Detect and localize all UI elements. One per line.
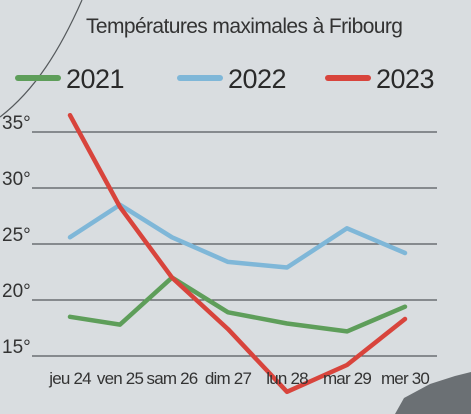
legend-label-2023: 2023 (376, 64, 434, 94)
y-tick-15: 15° (2, 337, 31, 358)
x-tick-sam-26: sam 26 (147, 369, 198, 388)
x-tick-dim-27: dim 27 (205, 369, 252, 388)
x-tick-lun-28: lun 28 (266, 369, 308, 388)
chart-title: Températures maximales à Fribourg (86, 15, 402, 38)
series-line-2022 (67, 202, 408, 270)
series-lines (67, 112, 408, 395)
legend: 2021 2022 2023 (15, 64, 435, 94)
x-tick-ven-25: ven 25 (97, 369, 144, 388)
y-tick-35: 35° (2, 113, 31, 134)
grid-lines (32, 131, 437, 357)
legend-label-2022: 2022 (228, 64, 286, 94)
x-tick-mer-30: mer 30 (381, 369, 429, 388)
y-tick-25: 25° (2, 225, 31, 246)
x-tick-mar-29: mar 29 (323, 369, 371, 388)
legend-label-2021: 2021 (66, 64, 124, 94)
x-tick-jeu-24: jeu 24 (48, 369, 91, 388)
x-axis-ticks: jeu 24 ven 25 sam 26 dim 27 lun 28 mar 29 mer … (48, 369, 430, 388)
map-curve-decoration (0, 0, 83, 118)
y-tick-30: 30° (2, 169, 31, 190)
y-axis-ticks: 35° 30° 25° 20° 15° (2, 113, 31, 358)
page-corner-decoration (395, 372, 471, 414)
series-line-2023 (67, 112, 408, 395)
y-tick-20: 20° (2, 281, 31, 302)
series-line-2021 (67, 275, 408, 334)
